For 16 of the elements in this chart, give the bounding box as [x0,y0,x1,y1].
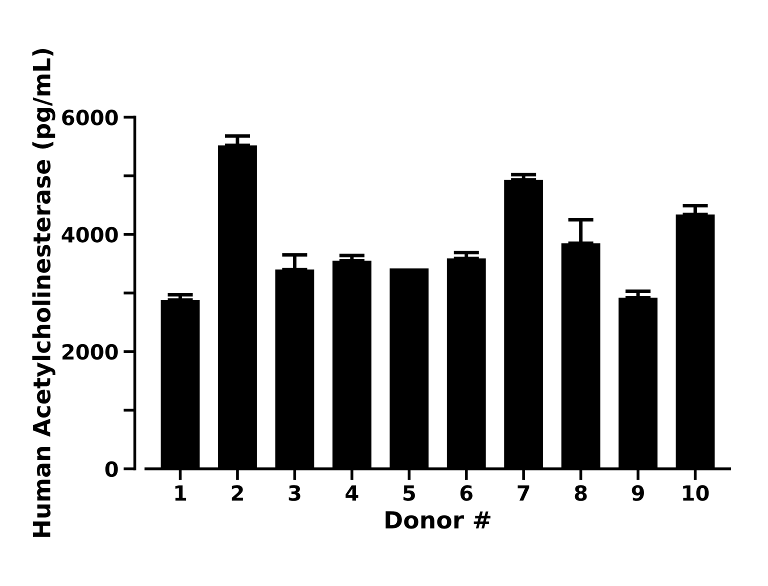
x-tick-label: 3 [288,485,300,501]
x-tick-label: 9 [632,485,644,501]
x-tick-label: 2 [232,485,243,501]
x-tick-label: 6 [460,485,472,501]
y-tick-label: 2000 [62,344,118,360]
y-tick-label: 6000 [62,110,118,126]
x-tick-label: 4 [346,485,358,501]
x-tick-label: 8 [574,485,587,501]
x-axis-title: Donor # [386,511,490,529]
x-tick-label: 1 [175,485,186,501]
x-tick-label: 10 [683,485,709,501]
y-tick-label: 0 [105,461,118,478]
y-axis-title: Human Acetylcholinesterase (pg/mL) [32,48,56,537]
x-tick-label: 5 [404,485,415,501]
x-tick-label: 7 [518,485,530,501]
y-tick-label: 4000 [62,226,118,243]
